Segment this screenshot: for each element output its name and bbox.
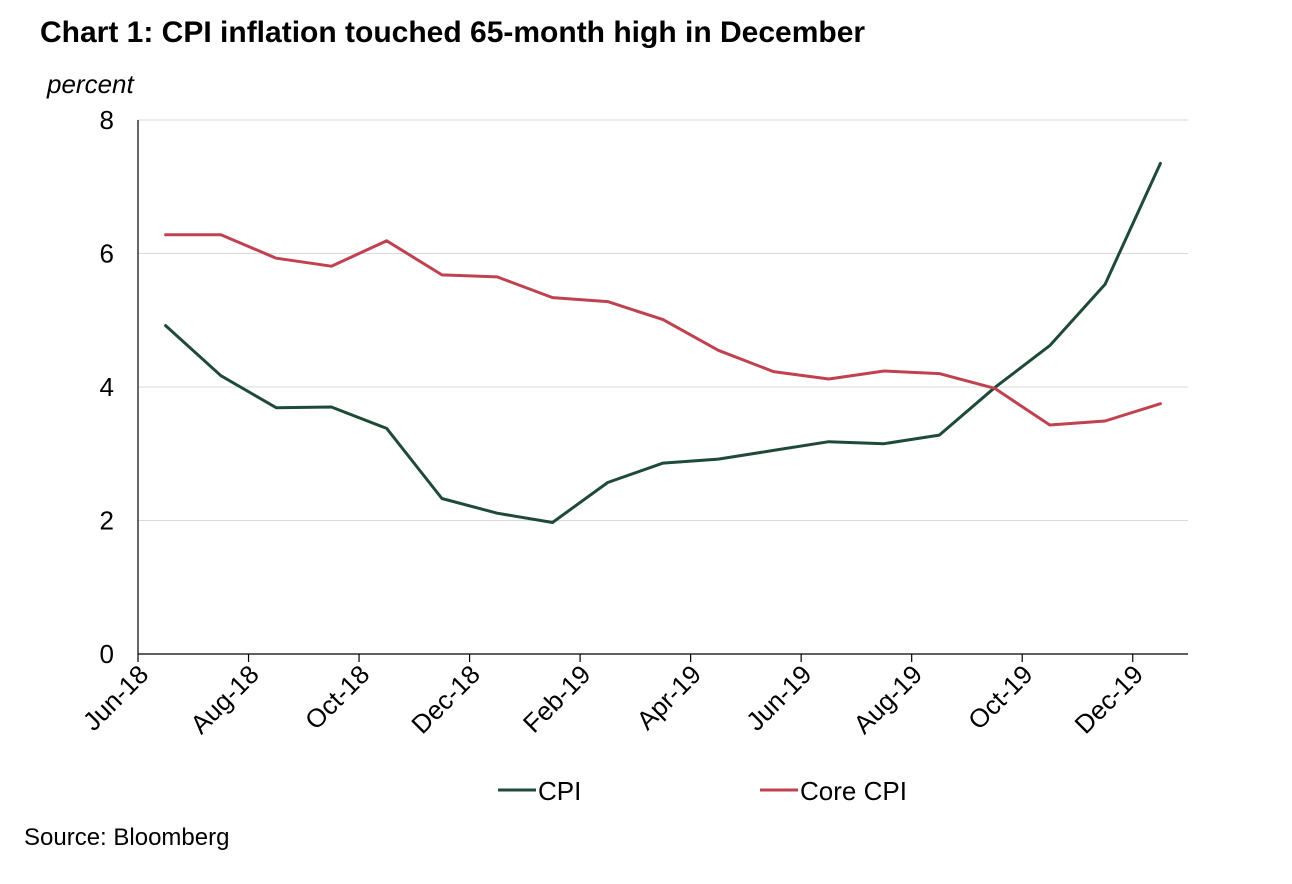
axes (137, 120, 1188, 662)
series-line-cpi (164, 161, 1162, 524)
chart-title: Chart 1: CPI inflation touched 65-month … (40, 16, 866, 49)
y-tick-label: 0 (100, 639, 114, 669)
x-tick-label: Aug-18 (184, 659, 264, 739)
x-tick-label: Aug-19 (847, 659, 927, 739)
x-tick-label: Jun-19 (740, 659, 817, 736)
series-line-core-cpi (164, 233, 1162, 427)
legend-label-core-cpi: Core CPI (800, 776, 907, 806)
y-tick-label: 4 (100, 372, 114, 402)
x-tick-label: Jun-18 (77, 659, 154, 736)
x-tick-label: Oct-18 (299, 659, 375, 735)
legend: CPI Core CPI (498, 776, 907, 806)
x-tick-label: Feb-19 (517, 659, 596, 738)
y-tick-label: 2 (100, 506, 114, 536)
series-lines (164, 161, 1162, 524)
legend-label-cpi: CPI (538, 776, 581, 806)
x-tick-label: Oct-19 (962, 659, 1038, 735)
x-tick-label: Dec-18 (405, 659, 485, 739)
y-axis-unit-label: percent (46, 69, 135, 99)
gridlines (138, 119, 1188, 521)
y-tick-label: 8 (100, 105, 114, 135)
x-tick-label: Dec-19 (1068, 659, 1148, 739)
tick-labels: 0 2 4 6 8 percent Jun-18 Aug-18 Oct-18 Dec-18 Feb-… (46, 69, 1149, 740)
y-tick-label: 6 (100, 239, 114, 269)
source-note: Source: Bloomberg (24, 824, 230, 851)
x-tick-label: Apr-19 (630, 659, 706, 735)
